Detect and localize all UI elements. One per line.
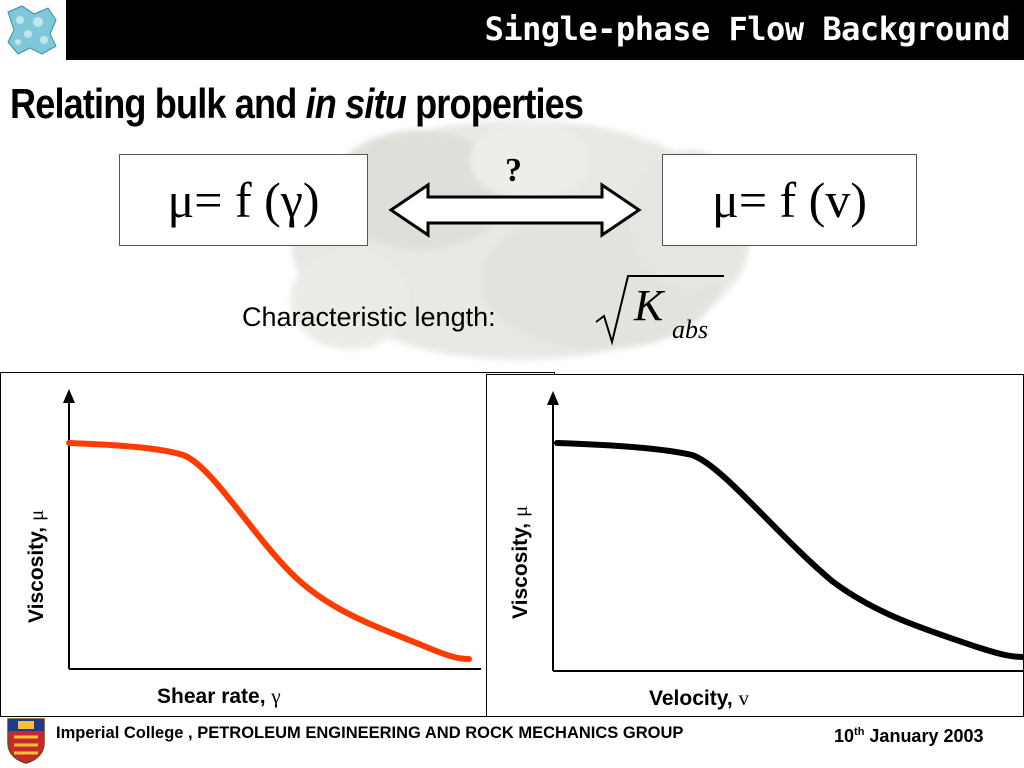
imperial-college-crest-icon xyxy=(7,718,45,764)
slide-heading: Relating bulk and in situ properties xyxy=(10,80,584,128)
sqrt-subscript-abs: abs xyxy=(672,315,708,344)
shear-rate-chart-panel: Viscosity, μ Shear rate, γ xyxy=(0,372,555,717)
velocity-chart-panel: Viscosity, μ Velocity, v xyxy=(486,374,1024,717)
y-axis-arrowhead xyxy=(63,389,75,403)
double-arrow-icon xyxy=(388,182,642,238)
shear-rate-chart: Viscosity, μ Shear rate, γ xyxy=(24,389,481,708)
viscosity-curve xyxy=(66,440,472,662)
sqrt-symbol-k: K xyxy=(633,281,666,330)
viscosity-curve xyxy=(554,440,1024,660)
y-axis-label: Viscosity, μ xyxy=(24,510,48,623)
characteristic-length-label: Characteristic length: xyxy=(242,302,496,332)
x-axis-label: Velocity, v xyxy=(649,686,750,710)
footer-date-suffix: th xyxy=(854,726,865,738)
heading-italic: in situ xyxy=(305,80,407,127)
y-axis-arrowhead xyxy=(547,391,559,405)
footer-date: 10th January 2003 xyxy=(834,726,984,747)
slide-title: Single-phase Flow Background xyxy=(484,10,1011,48)
insitu-viscosity-formula-box: μ= f (v) xyxy=(662,154,917,246)
footer-date-day: 10 xyxy=(834,726,855,746)
rock-pore-network-icon xyxy=(0,0,62,60)
x-axis-label: Shear rate, γ xyxy=(157,684,281,708)
title-bar: Single-phase Flow Background xyxy=(66,0,1024,60)
velocity-chart: Viscosity, μ Velocity, v xyxy=(508,391,1024,710)
footer-organization: Imperial College , PETROLEUM ENGINEERING… xyxy=(56,724,684,742)
bulk-viscosity-formula-box: μ= f (γ) xyxy=(119,154,368,246)
bulk-viscosity-formula: μ= f (γ) xyxy=(167,172,320,228)
heading-part1: Relating bulk and xyxy=(10,80,306,127)
sqrt-k-abs-expression: K abs xyxy=(595,275,724,346)
y-axis-label: Viscosity, μ xyxy=(508,506,532,619)
question-mark: ? xyxy=(505,152,522,189)
heading-part2: properties xyxy=(405,80,584,127)
rock-texture-background xyxy=(290,120,750,360)
footer-date-rest: January 2003 xyxy=(864,726,984,746)
insitu-viscosity-formula: μ= f (v) xyxy=(712,172,867,228)
